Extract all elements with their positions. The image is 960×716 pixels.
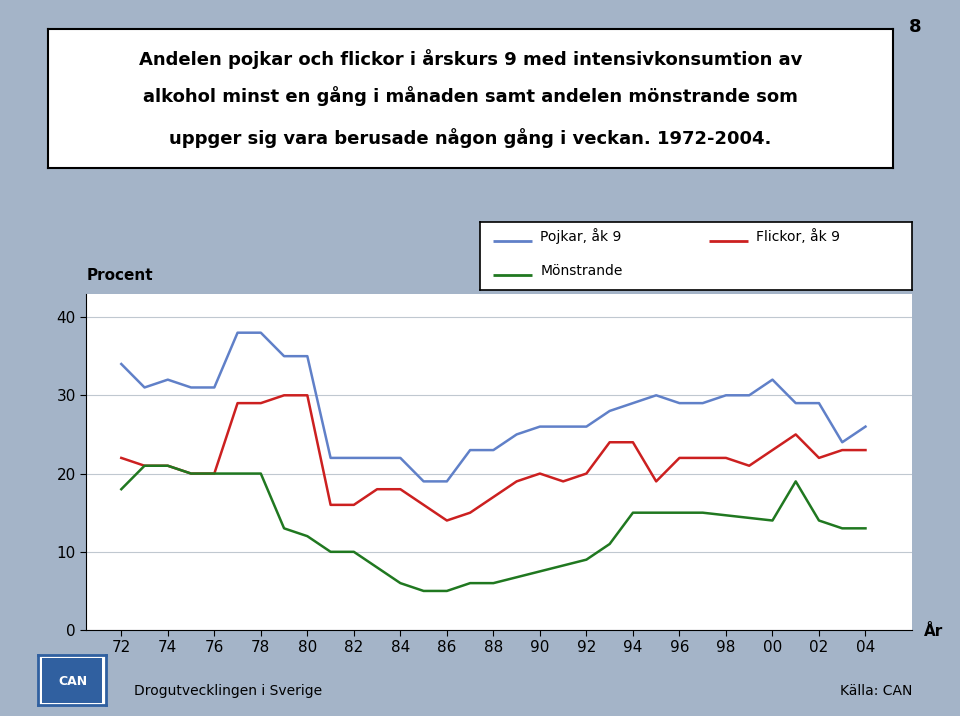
Text: År: År (924, 624, 943, 639)
FancyBboxPatch shape (42, 657, 103, 703)
Text: Pojkar, åk 9: Pojkar, åk 9 (540, 228, 622, 243)
Text: CAN: CAN (59, 674, 88, 687)
Text: Mönstrande: Mönstrande (540, 263, 623, 278)
Text: uppger sig vara berusade någon gång i veckan. 1972-2004.: uppger sig vara berusade någon gång i ve… (169, 127, 772, 147)
Text: Andelen pojkar och flickor i årskurs 9 med intensivkonsumtion av: Andelen pojkar och flickor i årskurs 9 m… (138, 49, 803, 69)
Text: alkohol minst en gång i månaden samt andelen mönstrande som: alkohol minst en gång i månaden samt and… (143, 86, 798, 106)
Text: 8: 8 (909, 18, 922, 36)
Text: Procent: Procent (86, 268, 153, 283)
Text: Flickor, åk 9: Flickor, åk 9 (756, 229, 841, 243)
Text: Drogutvecklingen i Sverige: Drogutvecklingen i Sverige (134, 684, 323, 698)
Text: Källa: CAN: Källa: CAN (840, 684, 912, 698)
